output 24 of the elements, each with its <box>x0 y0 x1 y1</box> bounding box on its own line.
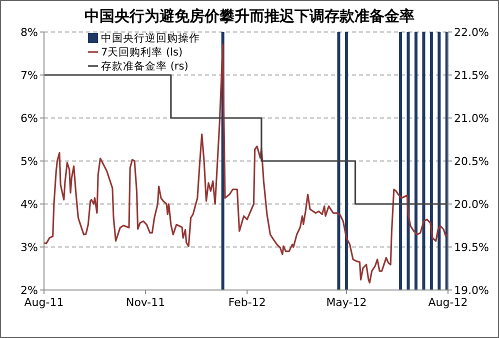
y2-tick-label: 21.0% <box>454 112 489 125</box>
x-tick-label: Aug-11 <box>24 296 64 309</box>
y2-tick-label: 20.5% <box>454 154 489 168</box>
x-tick-label: May-12 <box>326 296 367 309</box>
y-tick-label: 7% <box>20 68 38 82</box>
y2-tick-label: 20.0% <box>454 198 489 211</box>
line-series <box>43 44 448 284</box>
legend-label: 7天回购利率 (ls) <box>101 46 183 59</box>
y-tick-label: 4% <box>20 198 38 211</box>
legend-label: 存款准备金率 (rs) <box>101 60 188 73</box>
y-tick-label: 8% <box>20 26 38 39</box>
y2-tick-label: 19.0% <box>454 284 489 297</box>
legend-label: 中国央行逆回购操作 <box>101 32 200 45</box>
y-tick-label: 5% <box>20 154 38 168</box>
x-tick-label: Feb-12 <box>228 296 266 309</box>
x-tick-label: Aug-12 <box>428 296 468 309</box>
x-tick-label: Nov-11 <box>126 296 166 309</box>
chart-title: 中国央行为避免房价攀升而推迟下调存款准备金率 <box>84 7 414 25</box>
y-tick-label: 3% <box>20 240 38 254</box>
y-tick-label: 6% <box>20 112 38 125</box>
y2-tick-label: 22.0% <box>454 26 489 39</box>
y-tick-label: 2% <box>20 284 38 297</box>
y2-tick-label: 21.5% <box>454 68 489 82</box>
y2-tick-label: 19.5% <box>454 240 489 254</box>
